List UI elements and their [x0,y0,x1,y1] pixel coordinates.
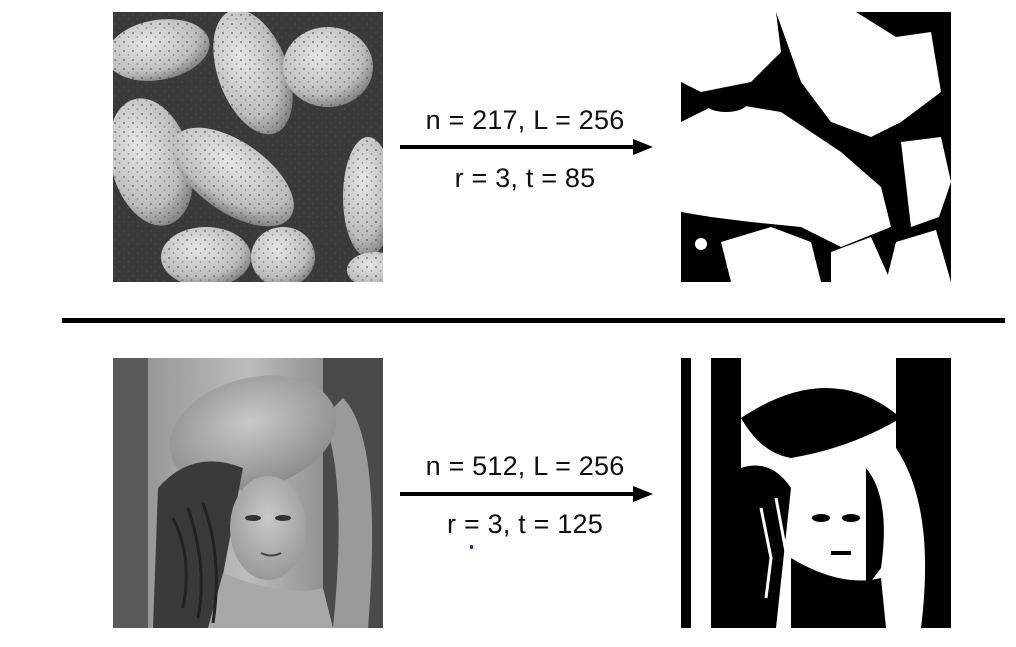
section-divider [62,318,1005,323]
peppers-grayscale-image [113,12,383,282]
top-params-line2: r = 3, t = 85 [454,163,596,193]
lena-binary-segmentation-image [681,358,951,628]
bottom-arrow-icon [400,486,653,502]
bottom-params-line2: r = 3, t = 125 [447,509,603,539]
lena-grayscale-image [113,358,383,628]
top-params-line1: n = 217, L = 256 [425,105,625,135]
bottom-params-line1: n = 512, L = 256 [425,451,625,481]
peppers-binary-segmentation-image [681,12,951,282]
stray-dot [470,545,473,549]
top-arrow-icon [400,139,653,155]
